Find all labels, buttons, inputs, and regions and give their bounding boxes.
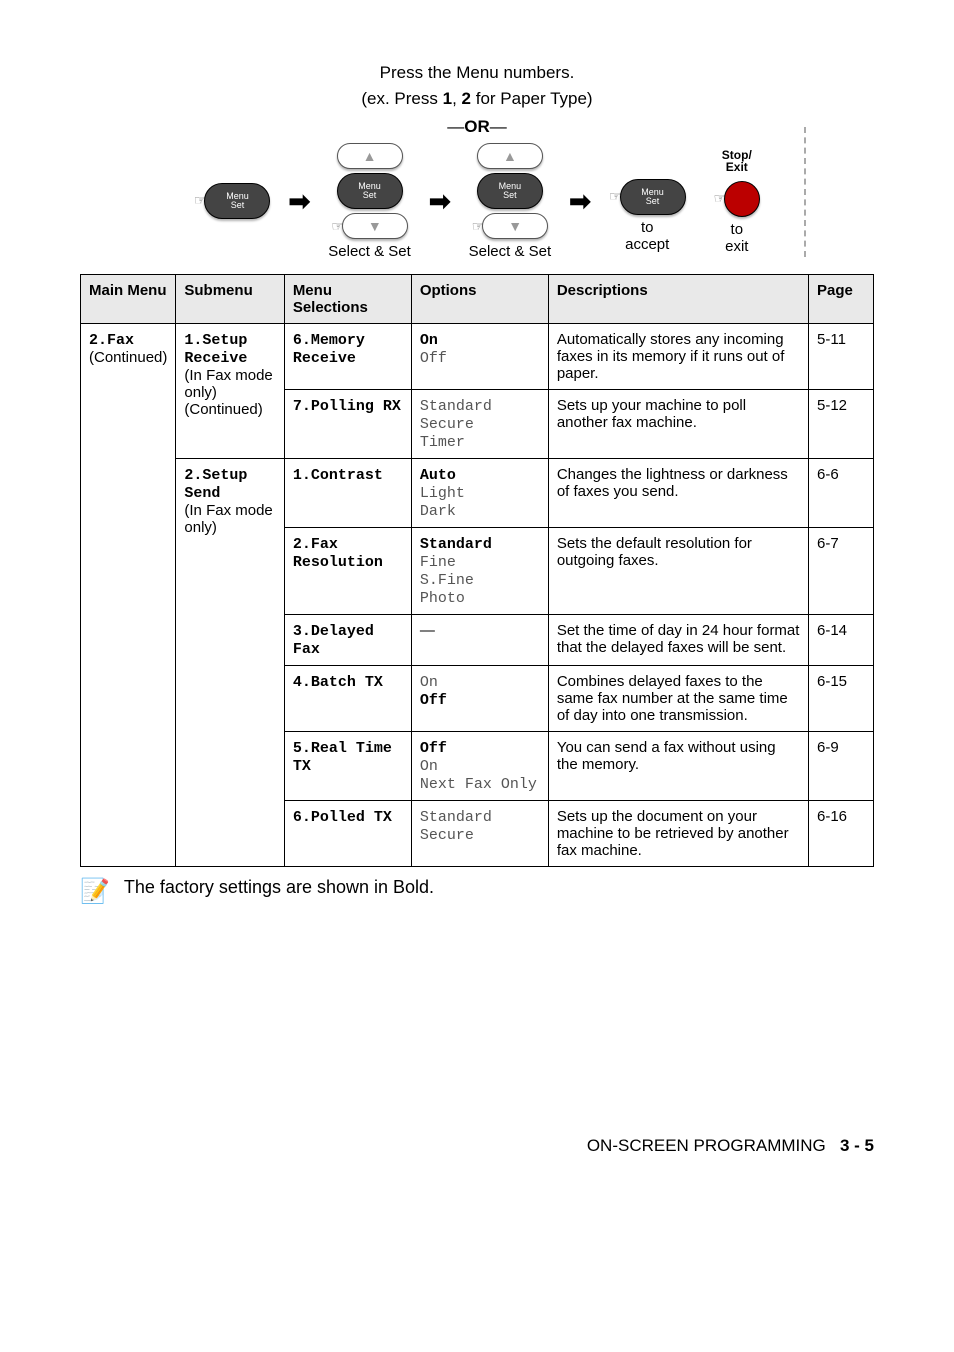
selection-cell: 4.Batch TX xyxy=(284,666,411,732)
menu-set-col-1: ☞ MenuSet xyxy=(194,155,271,249)
table-header-row: Main Menu Submenu Menu Selections Option… xyxy=(81,275,874,324)
desc-cell: Sets up the document on your machine to … xyxy=(548,801,808,867)
up-button[interactable]: ▲ xyxy=(337,143,403,169)
select-set-col-1: ▲ MenuSet ☞ ▼ Select & Set xyxy=(328,143,411,260)
options-cell: — xyxy=(411,615,548,666)
col-main: Main Menu xyxy=(81,275,176,324)
desc-cell: Sets the default resolution for outgoing… xyxy=(548,528,808,615)
instr-b2: 2 xyxy=(462,89,471,108)
options-cell: OffOnNext Fax Only xyxy=(411,732,548,801)
select-set-label: Select & Set xyxy=(328,243,411,260)
page-cell: 6-14 xyxy=(809,615,874,666)
desc-cell: Combines delayed faxes to the same fax n… xyxy=(548,666,808,732)
main-menu-cell: 2.Fax(Continued) xyxy=(81,324,176,867)
desc-cell: Automatically stores any incoming faxes … xyxy=(548,324,808,390)
instr-line2-prefix: (ex. Press xyxy=(361,89,442,108)
selection-cell: 1.Contrast xyxy=(284,459,411,528)
desc-cell: Sets up your machine to poll another fax… xyxy=(548,390,808,459)
desc-cell: You can send a fax without using the mem… xyxy=(548,732,808,801)
select-set-col-2: ▲ MenuSet ☞ ▼ Select & Set xyxy=(469,143,552,260)
down-button[interactable]: ▼ xyxy=(482,213,548,239)
options-cell: StandardSecure xyxy=(411,801,548,867)
menu-set-button[interactable]: MenuSet xyxy=(620,179,686,215)
page-cell: 6-15 xyxy=(809,666,874,732)
menu-set-button[interactable]: MenuSet xyxy=(337,173,403,209)
stop-exit-label: Stop/Exit xyxy=(722,149,752,173)
col-sub: Submenu xyxy=(176,275,284,324)
col-sel: Menu Selections xyxy=(284,275,411,324)
instr-b1: 1 xyxy=(443,89,452,108)
page-cell: 5-11 xyxy=(809,324,874,390)
options-cell: OnOff xyxy=(411,666,548,732)
up-button[interactable]: ▲ xyxy=(477,143,543,169)
options-cell: StandardFineS.FinePhoto xyxy=(411,528,548,615)
selection-cell: 3.Delayed Fax xyxy=(284,615,411,666)
factory-note: 📝 The factory settings are shown in Bold… xyxy=(80,877,874,906)
menu-set-button[interactable]: MenuSet xyxy=(204,183,270,219)
or-line: —OR— xyxy=(80,117,874,137)
instructions: Press the Menu numbers. (ex. Press 1, 2 … xyxy=(80,60,874,111)
col-opt: Options xyxy=(411,275,548,324)
down-button[interactable]: ▼ xyxy=(342,213,408,239)
stop-exit-button[interactable] xyxy=(724,181,760,217)
divider-line xyxy=(804,127,806,257)
selection-cell: 2.Fax Resolution xyxy=(284,528,411,615)
col-desc: Descriptions xyxy=(548,275,808,324)
options-cell: OnOff xyxy=(411,324,548,390)
menu-set-button[interactable]: MenuSet xyxy=(477,173,543,209)
submenu-cell: 2.Setup Send(In Fax mode only) xyxy=(176,459,284,867)
menu-table: Main Menu Submenu Menu Selections Option… xyxy=(80,274,874,867)
arrow-icon: ➡ xyxy=(288,186,310,217)
page-cell: 6-9 xyxy=(809,732,874,801)
note-icon: 📝 xyxy=(80,877,110,906)
accept-col: ☞ MenuSet to accept xyxy=(609,151,686,253)
instr-line1: Press the Menu numbers. xyxy=(380,63,575,82)
arrow-icon: ➡ xyxy=(429,186,451,217)
desc-cell: Changes the lightness or darkness of fax… xyxy=(548,459,808,528)
options-cell: AutoLightDark xyxy=(411,459,548,528)
page-footer: ON-SCREEN PROGRAMMING 3 - 5 xyxy=(80,1136,874,1156)
page-cell: 5-12 xyxy=(809,390,874,459)
table-row: 2.Setup Send(In Fax mode only) 1.Contras… xyxy=(81,459,874,528)
footer-page: 3 - 5 xyxy=(840,1136,874,1155)
arrow-icon: ➡ xyxy=(569,186,591,217)
select-set-label: Select & Set xyxy=(469,243,552,260)
options-cell: StandardSecureTimer xyxy=(411,390,548,459)
button-flow-row: ☞ MenuSet ➡ ▲ MenuSet ☞ ▼ Select & Set ➡… xyxy=(80,143,874,260)
note-text: The factory settings are shown in Bold. xyxy=(124,877,434,898)
selection-cell: 7.Polling RX xyxy=(284,390,411,459)
page-cell: 6-16 xyxy=(809,801,874,867)
table-row: 2.Fax(Continued) 1.Setup Receive (In Fax… xyxy=(81,324,874,390)
page-cell: 6-6 xyxy=(809,459,874,528)
selection-cell: 6.Memory Receive xyxy=(284,324,411,390)
col-page: Page xyxy=(809,275,874,324)
desc-cell: Set the time of day in 24 hour format th… xyxy=(548,615,808,666)
page-cell: 6-7 xyxy=(809,528,874,615)
footer-text: ON-SCREEN PROGRAMMING xyxy=(587,1136,826,1155)
exit-col: Stop/Exit ☞ to exit xyxy=(714,149,761,255)
submenu-cell: 1.Setup Receive (In Fax mode only)(Conti… xyxy=(176,324,284,459)
selection-cell: 6.Polled TX xyxy=(284,801,411,867)
selection-cell: 5.Real Time TX xyxy=(284,732,411,801)
